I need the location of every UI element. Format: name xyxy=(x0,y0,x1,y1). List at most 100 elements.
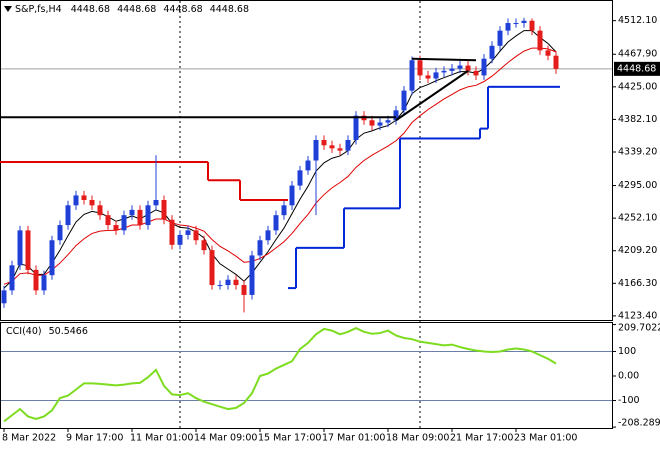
current-price-box xyxy=(614,61,660,76)
candle-body xyxy=(313,139,319,161)
candle-body xyxy=(393,110,399,121)
candle-body xyxy=(289,185,295,206)
candle-body xyxy=(369,120,375,126)
header-value: 4448.68 xyxy=(117,4,156,15)
y-tick-label: 4123.40 xyxy=(618,310,657,321)
candle-body xyxy=(201,240,207,251)
candle-body xyxy=(481,58,487,76)
candle-body xyxy=(113,225,119,231)
x-tick-label: 8 Mar 2022 xyxy=(2,433,56,444)
candle-body xyxy=(225,279,231,286)
candle-body xyxy=(185,230,191,235)
candle-body xyxy=(553,55,559,69)
cci-y-tick-label: -100 xyxy=(618,395,640,406)
candle-body xyxy=(217,285,223,287)
header-value: 4448.68 xyxy=(210,4,249,15)
candle-body xyxy=(489,45,495,59)
x-tick-label: 21 Mar 17:00 xyxy=(450,433,513,444)
candle-body xyxy=(497,30,503,46)
candle-body xyxy=(401,90,407,111)
candle-body xyxy=(513,23,519,25)
moving-average-line xyxy=(3,47,557,285)
candle-body xyxy=(41,275,47,291)
candle-body xyxy=(177,234,183,245)
x-tick-label: 23 Mar 01:00 xyxy=(514,433,577,444)
candle-body xyxy=(25,230,31,270)
candle-body xyxy=(193,230,199,241)
cci-line xyxy=(3,327,557,423)
trendline xyxy=(395,70,469,122)
candle-body xyxy=(209,250,215,286)
cci-header: CCI(40) 50.5466 xyxy=(6,326,88,337)
candle-body xyxy=(17,230,23,266)
candle-body xyxy=(169,219,175,245)
candle-body xyxy=(545,50,551,56)
candle-body xyxy=(33,269,39,291)
candle-body xyxy=(305,160,311,171)
x-tick-label: 9 Mar 17:00 xyxy=(66,433,123,444)
candle-body xyxy=(1,290,7,304)
candle-body xyxy=(409,60,415,91)
candle-body xyxy=(473,70,479,76)
candle-body xyxy=(281,205,287,216)
x-tick-label: 11 Mar 01:00 xyxy=(130,433,193,444)
moving-average-line xyxy=(3,30,557,289)
candle-body xyxy=(457,65,463,69)
candle-body xyxy=(265,230,271,241)
candle-body xyxy=(377,122,383,126)
candle-body xyxy=(161,199,167,220)
candle-body xyxy=(49,240,55,276)
candle-body xyxy=(73,195,79,206)
candle-body xyxy=(241,285,247,295)
candle-body xyxy=(385,120,391,123)
candle-body xyxy=(273,215,279,231)
candle-body xyxy=(145,205,151,226)
main-panel-frame xyxy=(0,0,613,321)
collapse-arrow[interactable] xyxy=(4,6,12,12)
candle-body xyxy=(337,148,343,151)
x-tick-label: 14 Mar 09:00 xyxy=(194,433,257,444)
cci-y-tick-label: -208.2896 xyxy=(618,418,660,429)
candle-body xyxy=(433,72,439,79)
chart-header: S&P,fs,H4 4448.68 4448.68 4448.68 4448.6… xyxy=(15,4,249,15)
candle-body xyxy=(105,215,111,226)
candle-body xyxy=(97,205,103,216)
candle-body xyxy=(441,70,447,73)
current-price-label: 4448.68 xyxy=(617,63,656,74)
candle-body xyxy=(89,199,95,206)
cci-y-tick-label: 209.7022 xyxy=(618,323,660,334)
y-tick-label: 4382.10 xyxy=(618,114,657,125)
candle-body xyxy=(81,195,87,200)
cci-value: 50.5466 xyxy=(49,326,88,337)
candle-body xyxy=(9,265,15,291)
x-tick-label: 15 Mar 17:00 xyxy=(258,433,321,444)
candle-body xyxy=(121,215,127,231)
candle-body xyxy=(297,170,303,186)
y-tick-label: 4512.10 xyxy=(618,15,657,26)
candle-body xyxy=(249,255,255,295)
candle-body xyxy=(521,20,527,24)
candle-body xyxy=(425,75,431,79)
candle-body xyxy=(153,199,159,206)
symbol: S&P,fs,H4 xyxy=(15,4,62,15)
candle-body xyxy=(465,65,471,71)
candle-body xyxy=(233,279,239,286)
candle-body xyxy=(345,139,351,151)
candle-body xyxy=(353,115,359,140)
trendline xyxy=(411,57,477,62)
candle-body xyxy=(321,139,327,146)
cci-y-tick-label: 100 xyxy=(618,346,636,357)
candle-body xyxy=(137,209,143,226)
candle-body xyxy=(329,145,335,149)
header-value: 4448.68 xyxy=(71,4,110,15)
y-tick-label: 4295.00 xyxy=(618,180,657,191)
y-tick-label: 4209.20 xyxy=(618,245,657,256)
y-tick-label: 4339.20 xyxy=(618,146,657,157)
x-tick-label: 17 Mar 01:00 xyxy=(322,433,385,444)
candle-body xyxy=(449,68,455,71)
candle-body xyxy=(65,205,71,226)
candle-body xyxy=(57,225,63,241)
candle-body xyxy=(529,20,535,31)
